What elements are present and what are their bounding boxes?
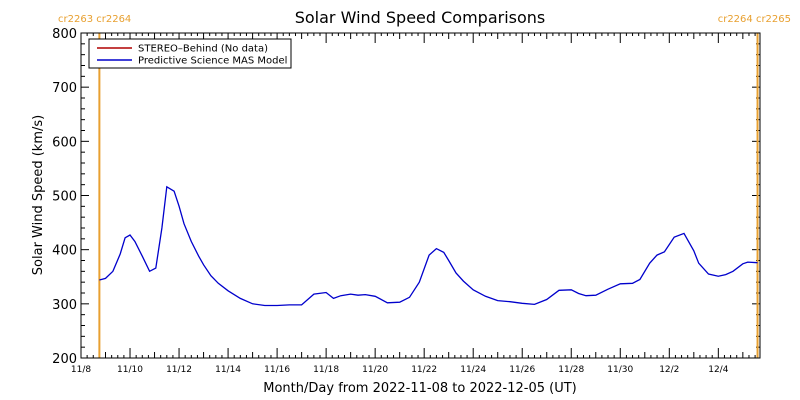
- x-tick-label: 11/22: [411, 365, 437, 375]
- carrington-label-right: cr2264 cr2265: [718, 14, 791, 25]
- x-tick-label: 11/20: [362, 365, 388, 375]
- x-tick-label: 12/2: [659, 365, 679, 375]
- y-tick-label: 500: [52, 190, 77, 205]
- x-tick-label: 11/26: [509, 365, 535, 375]
- y-tick-label: 200: [52, 352, 77, 367]
- legend: STEREO–Behind (No data) Predictive Scien…: [88, 38, 292, 69]
- x-tick-label: 11/14: [215, 365, 241, 375]
- plot-frame: [80, 32, 761, 359]
- x-tick-label: 11/18: [313, 365, 339, 375]
- x-tick-label: 11/8: [71, 365, 91, 375]
- x-tick-label: 11/10: [117, 365, 143, 375]
- axis-ticks: 200 300 400 500 600 700 800 11/8 11/10 11/12 11/14…: [52, 27, 760, 375]
- carrington-markers: [98, 33, 759, 358]
- legend-label-stereo: STEREO–Behind (No data): [138, 44, 268, 55]
- x-tick-label: 11/16: [264, 365, 290, 375]
- y-tick-label: 300: [52, 298, 77, 313]
- x-tick-label: 11/12: [166, 365, 192, 375]
- carrington-label-left: cr2263 cr2264: [58, 14, 131, 25]
- y-tick-label: 400: [52, 244, 77, 259]
- x-tick-label: 12/4: [708, 365, 728, 375]
- legend-box: [88, 38, 292, 69]
- y-tick-label: 800: [52, 27, 77, 42]
- x-tick-label: 11/30: [607, 365, 633, 375]
- y-axis-label: Solar Wind Speed (km/s): [31, 115, 46, 275]
- x-axis-label: Month/Day from 2022-11-08 to 2022-12-05 …: [263, 381, 576, 396]
- series-layer: [99, 185, 758, 307]
- y-tick-label: 700: [52, 81, 77, 96]
- series-line-mas-model: [99, 185, 758, 307]
- x-tick-label: 11/28: [558, 365, 584, 375]
- x-tick-label: 11/24: [460, 365, 486, 375]
- chart-title: Solar Wind Speed Comparisons: [295, 8, 546, 27]
- y-tick-label: 600: [52, 135, 77, 150]
- legend-label-mas: Predictive Science MAS Model: [138, 56, 287, 67]
